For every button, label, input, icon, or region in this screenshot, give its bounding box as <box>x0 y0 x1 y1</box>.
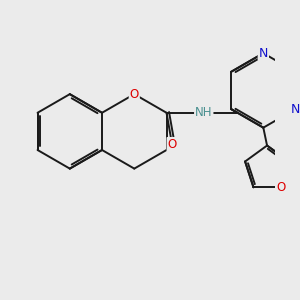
Text: O: O <box>130 88 139 101</box>
Text: O: O <box>276 181 285 194</box>
Text: NH: NH <box>195 106 212 119</box>
Text: N: N <box>291 103 300 116</box>
Text: O: O <box>167 138 177 151</box>
Text: N: N <box>259 47 268 60</box>
